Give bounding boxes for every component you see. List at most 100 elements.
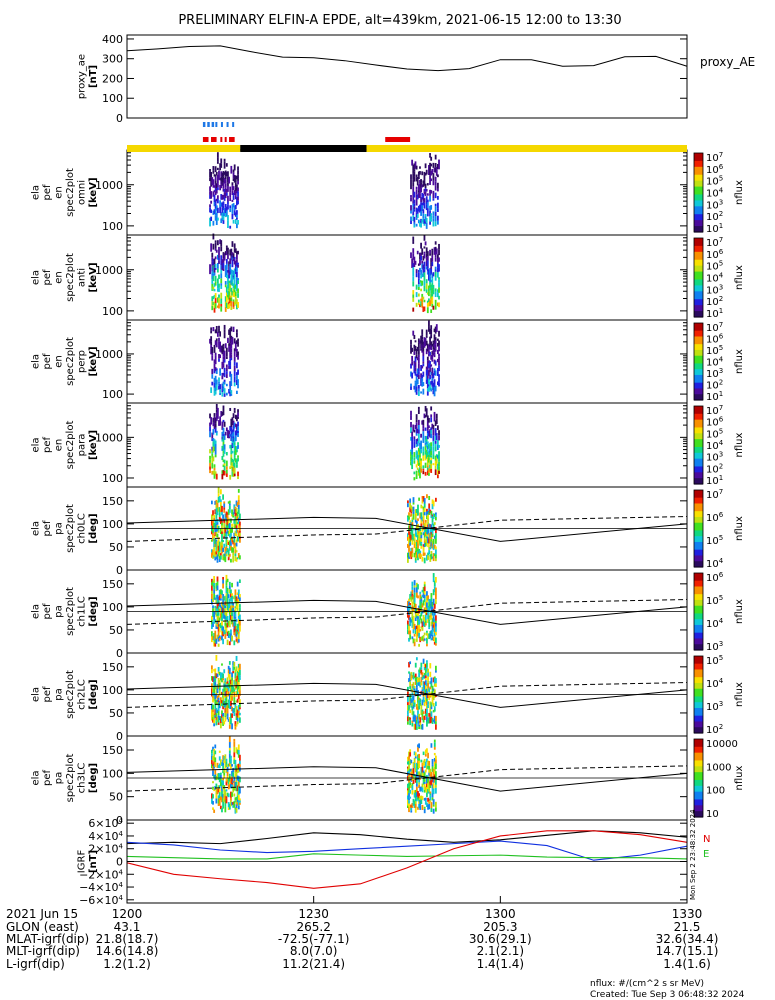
- colorbar-step: [694, 690, 703, 694]
- spectrogram-pixel: [432, 804, 435, 807]
- colorbar-step: [694, 698, 703, 701]
- spectrogram-pixel: [418, 784, 420, 789]
- spectrogram-pixel: [215, 611, 218, 617]
- colorbar-tick-label: 107: [706, 488, 723, 501]
- spectrogram-pixel: [422, 684, 425, 689]
- spectrogram-pixel: [430, 284, 433, 288]
- spectrogram-pixel: [212, 422, 215, 427]
- spectrogram-pixel: [214, 385, 217, 392]
- spectrogram-pixel: [417, 351, 420, 355]
- spectrogram-pixel: [236, 785, 239, 792]
- spectrogram-pixel: [428, 350, 430, 354]
- spectrogram-pixel: [218, 703, 221, 709]
- spectrogram-pixel: [228, 553, 231, 557]
- spectrogram-pixel: [412, 236, 415, 242]
- spectrogram-pixel: [410, 619, 413, 623]
- spectrogram-pixel: [428, 425, 430, 429]
- spectrogram-pixel: [230, 461, 233, 466]
- spectrogram-pixel: [417, 184, 420, 191]
- spectrogram-pixel: [425, 329, 428, 336]
- spectrogram-pixel: [417, 518, 419, 522]
- spectrogram-pixel: [417, 510, 419, 516]
- spectrogram-pixel: [217, 626, 220, 632]
- colorbar-tick-label: 103: [706, 700, 723, 713]
- spectrogram-pixel: [224, 629, 227, 632]
- spectrogram-pixel: [431, 528, 434, 534]
- spectrogram-pixel: [222, 205, 225, 209]
- spectrogram-pixel: [211, 381, 214, 386]
- spectrogram-pixel: [412, 533, 415, 537]
- spectrogram-pixel: [413, 441, 416, 448]
- spectrogram-pixel: [422, 428, 425, 432]
- spectrogram-pixel: [420, 682, 423, 686]
- spectrogram-pixel: [438, 470, 440, 474]
- spectrogram-pixel: [230, 691, 232, 695]
- spectrogram-pixel: [234, 589, 237, 596]
- spectrogram-pixel: [414, 603, 417, 609]
- spectrogram-pixel: [435, 533, 437, 539]
- spectrogram-pixel: [223, 434, 226, 440]
- spectrogram-pixel: [223, 522, 226, 529]
- spectrogram-pixel: [415, 444, 418, 448]
- spectrogram-pixel: [215, 499, 218, 504]
- spectrogram-pixel: [235, 713, 238, 716]
- spectrogram-pixel: [427, 680, 429, 683]
- spectrogram-pixel: [222, 626, 224, 632]
- spectrogram-pixel: [236, 464, 238, 468]
- spectrogram-pixel: [427, 536, 429, 539]
- spectrogram-pixel: [233, 523, 236, 527]
- spectrogram-pixel: [213, 518, 216, 521]
- spectrogram-pixel: [412, 424, 415, 432]
- spectrogram-pixel: [432, 557, 435, 562]
- colorbar-step: [694, 448, 703, 452]
- spectrogram-pixel: [410, 807, 413, 811]
- colorbar-step: [694, 603, 703, 607]
- spectrogram-pixel: [423, 246, 426, 249]
- spectrogram-pixel: [424, 462, 427, 466]
- spectrogram-pixel: [231, 672, 233, 678]
- spectrogram-pixel: [236, 390, 238, 394]
- spectrogram-pixel: [432, 573, 435, 578]
- spectrogram-pixel: [419, 550, 422, 554]
- spectrogram-pixel: [422, 345, 425, 352]
- spectrogram-pixel: [417, 263, 420, 266]
- spectrogram-pixel: [209, 459, 211, 463]
- spectrogram-pixel: [419, 460, 421, 463]
- spectrogram-pixel: [428, 601, 431, 607]
- spectrogram-pixel: [416, 441, 419, 447]
- colorbar-step: [694, 458, 703, 462]
- spectrogram-pixel: [426, 612, 428, 616]
- figure-title: PRELIMINARY ELFIN-A EPDE, alt=439km, 202…: [178, 13, 621, 28]
- spectrogram-pixel: [423, 537, 426, 541]
- spectrogram-pixel: [410, 421, 412, 428]
- spectrogram-pixel: [408, 625, 410, 631]
- spectrogram-pixel: [230, 465, 233, 469]
- spectrogram-pixel: [213, 681, 216, 686]
- spectrogram-pixel: [413, 751, 416, 756]
- spectrogram-pixel: [218, 294, 220, 298]
- colorbar-label: nflux: [734, 765, 745, 790]
- spectrogram-pixel: [214, 427, 217, 433]
- spectrogram-pixel: [426, 307, 429, 314]
- spectrogram-pixel: [433, 535, 436, 539]
- spectrogram-pixel: [409, 621, 412, 627]
- spectrogram-pixel: [420, 618, 423, 624]
- spectrogram-pixel: [225, 706, 228, 712]
- spectrogram-pixel: [239, 530, 241, 533]
- spectrogram-pixel: [236, 717, 239, 722]
- colorbar-step: [694, 746, 703, 750]
- spectrogram-pixel: [432, 373, 435, 379]
- spectrogram-pixel: [235, 675, 238, 679]
- spectrogram-pixel: [430, 772, 433, 777]
- spectrogram-pixel: [215, 215, 218, 220]
- colorbar-step: [694, 202, 703, 205]
- spectrogram-pixel: [228, 667, 231, 672]
- y-tick-label: 0: [116, 112, 123, 125]
- spectrogram-pixel: [422, 446, 425, 452]
- spectrogram-pixel: [408, 512, 410, 516]
- spectrogram-pixel: [423, 235, 426, 241]
- panel-3-ylabel-line: [keV]: [88, 346, 99, 376]
- spectrogram-pixel: [411, 622, 414, 628]
- spectrogram-pixel: [419, 591, 422, 595]
- spectrogram-pixel: [436, 188, 439, 192]
